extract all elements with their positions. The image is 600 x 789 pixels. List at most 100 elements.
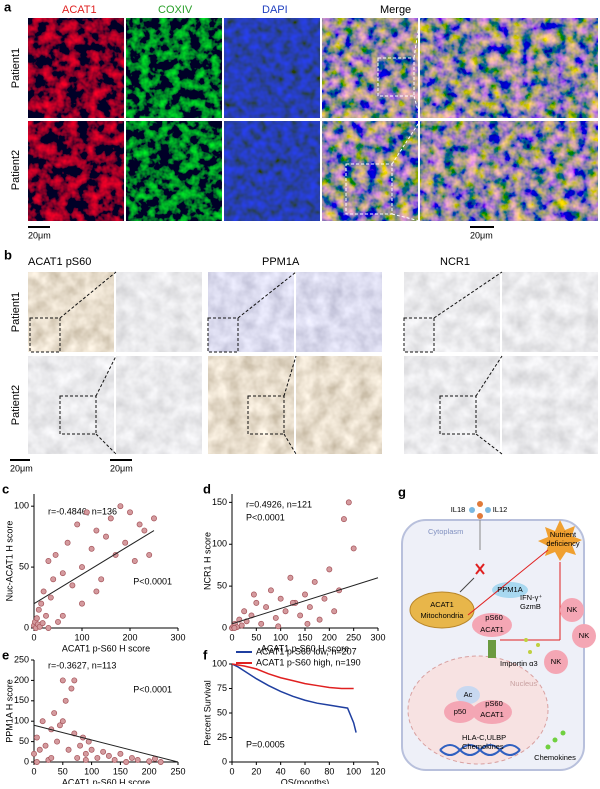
panel-label: d [203, 481, 211, 496]
x-axis-label: OS(months) [281, 777, 330, 784]
legend-label: ACAT1 p-S60 low, n=207 [256, 646, 357, 656]
row-label: Patient2 [10, 385, 22, 425]
x-tick-label: 300 [170, 632, 185, 642]
annotation: P<0.0001 [133, 684, 172, 694]
point [59, 612, 66, 619]
point [100, 748, 107, 755]
label: Chemokines [534, 753, 576, 762]
label: pS60 [485, 699, 503, 708]
label: Chemokines [462, 742, 504, 751]
point [65, 746, 72, 753]
y-tick-label: 75 [217, 683, 227, 693]
point [71, 677, 78, 684]
y-tick-label: 0 [24, 622, 29, 632]
point [59, 718, 66, 725]
x-tick-label: 80 [324, 766, 334, 776]
label: pS60 [485, 613, 503, 622]
y-tick-label: 25 [217, 732, 227, 742]
point [258, 620, 265, 627]
point [297, 612, 304, 619]
x-tick-label: 60 [300, 766, 310, 776]
stain-label: ACAT1 pS60 [28, 256, 91, 268]
annotation: P<0.0001 [246, 512, 285, 522]
point [47, 594, 54, 601]
point [277, 595, 284, 602]
point [267, 587, 274, 594]
point [59, 677, 66, 684]
annotation: r=-0.4846, n=136 [48, 506, 117, 516]
x-tick-label: 0 [229, 766, 234, 776]
micrographs-a [28, 17, 598, 228]
point [50, 576, 57, 583]
point [141, 527, 148, 534]
point [117, 503, 124, 510]
y-tick-label: 0 [222, 622, 227, 632]
x-tick-label: 250 [170, 766, 185, 776]
point [59, 570, 66, 577]
point [62, 697, 69, 704]
point [88, 746, 95, 753]
label: Importin α3 [500, 659, 538, 668]
point [316, 616, 323, 623]
scale-bar-label: 20μm [28, 230, 51, 240]
y-tick-label: 0 [222, 756, 227, 766]
y-tick-label: 250 [14, 654, 29, 664]
label: IFN-γ⁺ [520, 593, 542, 602]
y-tick-label: 50 [19, 736, 29, 746]
label: PPM1A [497, 585, 522, 594]
point [263, 604, 270, 611]
label: HLA-C,ULBP [462, 733, 506, 742]
point [136, 521, 143, 528]
x-tick-label: 100 [346, 766, 361, 776]
panel-label: e [2, 647, 9, 662]
panel-label: g [398, 484, 406, 499]
label: NK [567, 605, 577, 614]
point [69, 582, 76, 589]
point [79, 564, 85, 571]
label: IL18 [451, 505, 466, 514]
point [122, 539, 129, 546]
channel-label: DAPI [262, 4, 288, 16]
panel-label: a [4, 0, 12, 14]
point [74, 521, 81, 528]
y-tick-label: 150 [212, 497, 227, 507]
label: Nutrient [550, 530, 577, 539]
y-tick-label: 100 [14, 716, 29, 726]
point [33, 759, 40, 765]
x-tick-label: 100 [84, 766, 99, 776]
label: ACAT1 [480, 625, 504, 634]
point [306, 604, 313, 611]
annotation: r=0.4926, n=121 [246, 499, 312, 509]
point [146, 758, 153, 765]
point [38, 600, 45, 607]
y-axis-label: NCR1 H score [202, 532, 212, 590]
y-tick-label: 50 [19, 561, 29, 571]
point [103, 533, 109, 540]
point [321, 595, 328, 602]
point [68, 685, 75, 692]
x-tick-label: 250 [346, 632, 361, 642]
point [79, 600, 85, 607]
panel-label: f [203, 647, 208, 662]
x-tick-label: 50 [251, 632, 261, 642]
point [36, 746, 43, 753]
point [157, 759, 164, 765]
scale-bar-label: 20μm [470, 230, 493, 240]
point [311, 578, 318, 585]
survival-curve [231, 663, 354, 690]
point [117, 750, 124, 757]
x-axis-label: ACAT1 p-S60 H score [261, 643, 349, 653]
point [39, 718, 46, 725]
x-axis-label: ACAT1 p-S60 H score [62, 643, 150, 653]
point [111, 757, 118, 763]
point [39, 620, 46, 627]
point [93, 527, 100, 534]
annotation: P<0.0001 [133, 576, 172, 586]
panel-label: c [2, 481, 9, 496]
point [56, 722, 63, 729]
y-tick-label: 150 [14, 695, 29, 705]
point [74, 754, 81, 761]
label: NK [579, 631, 589, 640]
x-tick-label: 0 [31, 632, 36, 642]
